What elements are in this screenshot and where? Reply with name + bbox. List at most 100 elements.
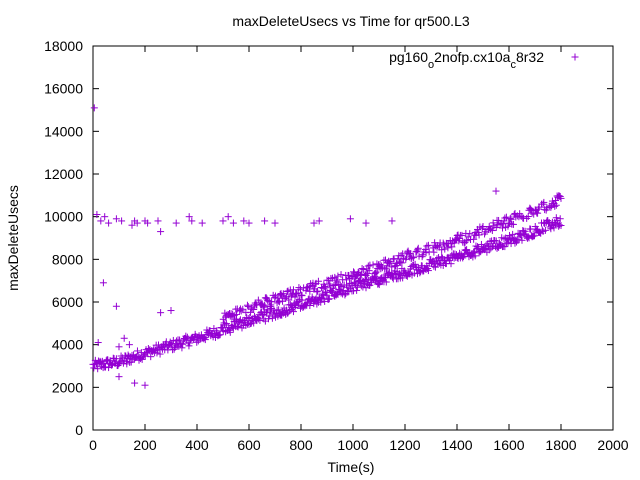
data-point-outlier	[141, 381, 149, 389]
data-point	[271, 294, 279, 302]
data-point	[279, 297, 287, 305]
data-point	[321, 283, 329, 291]
chart-title: maxDeleteUsecs vs Time for qr500.L3	[232, 13, 470, 29]
data-point-outlier	[101, 213, 109, 221]
data-point	[222, 320, 230, 328]
data-point	[509, 220, 517, 228]
data-point	[385, 259, 393, 267]
y-tick-label: 14000	[44, 123, 83, 139]
data-point	[430, 248, 438, 256]
data-point	[325, 295, 333, 303]
y-tick-label: 2000	[52, 379, 83, 395]
data-point	[530, 232, 538, 240]
data-point	[460, 251, 468, 259]
data-point	[557, 222, 565, 230]
data-point	[276, 290, 284, 298]
x-axis: 0 200 400 600 800 1000 1200 1400 1600 1800 2000	[89, 46, 629, 453]
data-point	[374, 279, 382, 287]
data-point	[286, 307, 294, 315]
data-point	[357, 270, 365, 278]
data-point	[471, 252, 479, 260]
y-tick-label: 6000	[52, 294, 83, 310]
data-point	[283, 288, 291, 296]
data-point	[147, 353, 155, 361]
data-point	[463, 237, 471, 245]
data-point	[444, 244, 452, 252]
data-point	[97, 358, 105, 366]
data-point-outlier	[97, 217, 105, 225]
x-tick-label: 1800	[545, 437, 576, 453]
data-point	[392, 259, 400, 267]
data-point	[373, 273, 381, 281]
data-point	[408, 253, 416, 261]
data-point	[234, 323, 242, 331]
legend-marker-symbol	[571, 53, 579, 61]
data-point	[172, 337, 180, 345]
data-point	[488, 227, 496, 235]
data-point	[423, 242, 431, 250]
data-point-outlier	[123, 360, 131, 368]
data-point	[233, 322, 241, 330]
data-point	[168, 339, 176, 347]
x-tick-label: 200	[133, 437, 157, 453]
data-point	[489, 219, 497, 227]
data-point	[447, 260, 455, 268]
data-point-outlier	[128, 221, 136, 229]
legend: pg160o2nofp.cx10ac8r32	[389, 49, 579, 71]
data-point	[502, 234, 510, 242]
data-point	[421, 246, 429, 254]
data-point	[396, 270, 404, 278]
data-point	[466, 230, 474, 238]
x-tick-label: 600	[237, 437, 261, 453]
data-point	[557, 194, 565, 202]
data-point	[274, 294, 282, 302]
x-tick-label: 1400	[441, 437, 472, 453]
y-axis: 0 2000 4000 6000 8000 10000 12000 14000 16000 180…	[44, 38, 613, 438]
data-point	[279, 290, 287, 298]
data-point-outlier	[118, 217, 126, 225]
data-point	[452, 235, 460, 243]
data-point-outlier	[240, 217, 248, 225]
data-point-outlier	[388, 217, 396, 225]
data-point	[433, 255, 441, 263]
data-point	[289, 286, 297, 294]
data-point	[350, 268, 358, 276]
data-point	[193, 338, 201, 346]
data-point	[499, 224, 506, 232]
data-point	[556, 215, 564, 223]
data-point	[541, 226, 549, 234]
data-point	[166, 338, 174, 346]
data-point	[555, 221, 563, 229]
data-point-outlier	[157, 309, 165, 317]
data-point	[550, 224, 558, 232]
data-point	[463, 246, 471, 254]
data-point	[231, 315, 239, 323]
y-tick-label: 18000	[44, 38, 83, 54]
data-point	[259, 302, 267, 310]
data-point	[534, 209, 542, 217]
x-tick-label: 400	[185, 437, 209, 453]
data-point	[186, 339, 194, 347]
data-point	[138, 355, 146, 363]
data-point	[267, 301, 275, 309]
data-point	[540, 198, 548, 206]
data-point	[282, 294, 290, 302]
data-point	[182, 332, 190, 340]
data-point-outlier	[112, 215, 120, 223]
data-point	[325, 295, 333, 303]
data-point-outlier	[224, 213, 232, 221]
data-point	[275, 306, 283, 314]
data-point	[261, 301, 269, 309]
data-point	[547, 203, 555, 211]
data-point	[306, 302, 314, 310]
data-point	[470, 235, 478, 243]
data-point	[239, 305, 247, 313]
data-point	[364, 262, 372, 270]
data-point	[334, 272, 342, 280]
data-point	[406, 250, 414, 258]
data-point-outlier	[315, 217, 323, 225]
data-point	[475, 231, 483, 239]
data-point	[459, 254, 467, 262]
data-point	[237, 307, 245, 315]
data-point	[418, 253, 426, 261]
